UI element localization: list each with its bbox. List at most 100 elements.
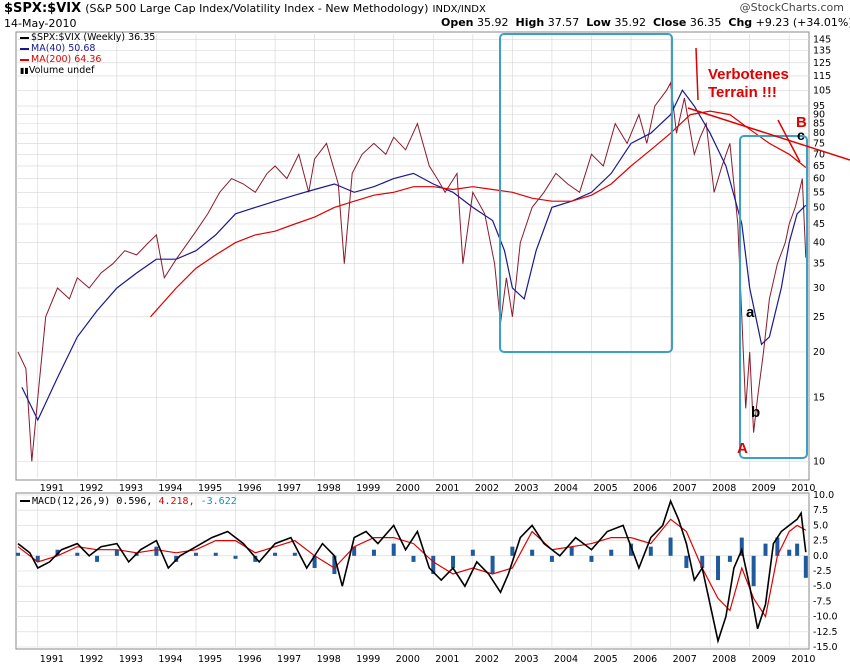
- macd-y-axis: 10.0 7.5 5.0 2.5 0.0 -2.5 -5.0 -7.5 -10.0 -12.5 -1…: [813, 490, 838, 653]
- high-label: High: [515, 16, 545, 29]
- price-y-tick-label: 20: [813, 347, 825, 358]
- macd-histogram-bar: [411, 555, 416, 562]
- close-value: 36.35: [689, 16, 722, 29]
- price-x-tick-label: 2001: [435, 483, 459, 494]
- price-y-tick-label: 55: [813, 187, 825, 198]
- price-y-tick-label: 15: [813, 392, 825, 403]
- macd-histogram-bar: [629, 543, 634, 556]
- macd-histogram-bar: [193, 552, 198, 556]
- macd-x-tick-label: 1997: [277, 654, 301, 665]
- low-value: 35.92: [614, 16, 646, 29]
- macd-legend: MACD(12,26,9) 0.596, 4.218, -3.622: [20, 496, 237, 507]
- annotation-box-2002-2007: [499, 33, 673, 353]
- price-x-tick-label: 2000: [396, 483, 420, 494]
- label-c: c: [797, 127, 805, 143]
- price-x-tick-label: 2004: [554, 483, 578, 494]
- macd-y-tick-label: 10.0: [813, 490, 834, 501]
- verbotenes-line2: Terrain !!!: [708, 84, 777, 101]
- macd-label: MACD(12,26,9): [32, 496, 111, 507]
- price-y-tick-label: 45: [813, 219, 825, 230]
- macd-x-tick-label: 1994: [158, 654, 182, 665]
- price-y-tick-label: 50: [813, 202, 825, 213]
- macd-histogram-bar: [775, 537, 780, 556]
- macd-histogram-bar: [75, 552, 80, 556]
- ma200-series-line: [150, 110, 807, 318]
- price-x-tick-label: 2002: [475, 483, 499, 494]
- legend-volume: ▮▮Volume undef: [20, 65, 155, 76]
- macd-histogram-bar: [739, 537, 744, 556]
- legend-price: $SPX:$VIX (Weekly) 36.35: [20, 32, 155, 43]
- exchange: INDX/INDX: [432, 4, 486, 15]
- macd-histogram-bar: [312, 555, 317, 568]
- price-y-tick-label: 95: [813, 101, 825, 112]
- macd-x-tick-label: 1992: [79, 654, 103, 665]
- legend-swatch-ma40: [20, 47, 29, 50]
- macd-x-tick-label: 2008: [712, 654, 736, 665]
- macd-histogram-bar: [727, 555, 732, 562]
- price-x-tick-label: 2003: [514, 483, 538, 494]
- macd-x-tick-label: 1999: [356, 654, 380, 665]
- price-y-tick-label: 90: [813, 110, 825, 121]
- macd-histogram-bar: [332, 555, 337, 575]
- price-series-line: [17, 81, 807, 462]
- macd-x-tick-label: 1995: [198, 654, 222, 665]
- macd-histogram-bar: [253, 555, 258, 562]
- price-x-tick-label: 1997: [277, 483, 301, 494]
- macd-histogram-bar: [352, 546, 357, 556]
- chg-label: Chg: [728, 16, 753, 29]
- hist-value: -3.622: [200, 496, 237, 507]
- macd-histogram-bar: [213, 552, 218, 556]
- open-label: Open: [441, 16, 474, 29]
- price-x-tick-label: 2005: [593, 483, 617, 494]
- macd-histogram-bar: [787, 549, 792, 556]
- macd-histogram-bar: [609, 549, 614, 556]
- macd-y-tick-label: 7.5: [813, 505, 828, 516]
- macd-x-tick-label: 2003: [514, 654, 538, 665]
- price-x-tick-label: 1991: [40, 483, 64, 494]
- macd-histogram-bar: [668, 537, 673, 556]
- macd-histogram-bar: [431, 555, 436, 575]
- macd-y-tick-label: -7.5: [813, 596, 832, 607]
- label-B: B: [796, 114, 807, 131]
- macd-histogram-bar: [114, 549, 119, 556]
- price-y-tick-label: 60: [813, 174, 825, 185]
- macd-x-tick-label: 1991: [40, 654, 64, 665]
- price-panel-frame: [15, 31, 810, 481]
- price-legend: $SPX:$VIX (Weekly) 36.35 MA(40) 50.68 MA…: [20, 32, 155, 76]
- price-y-tick-label: 125: [813, 58, 831, 69]
- label-A: A: [737, 440, 748, 457]
- macd-series-group: [15, 498, 808, 644]
- macd-y-tick-label: 0.0: [813, 551, 828, 562]
- macd-histogram-bar: [451, 555, 456, 568]
- legend-volume-text: Volume undef: [28, 65, 95, 76]
- macd-histogram-bar: [95, 555, 100, 562]
- macd-histogram-bar: [35, 555, 40, 562]
- ma40-series-line: [21, 89, 807, 422]
- price-x-tick-label: 2006: [633, 483, 657, 494]
- price-x-tick-label: 1999: [356, 483, 380, 494]
- verbotenes-line1: Verbotenes: [708, 66, 789, 83]
- symbol: $SPX:$VIX: [4, 1, 82, 16]
- price-x-tick-label: 1996: [238, 483, 262, 494]
- macd-histogram-bar: [371, 549, 376, 556]
- macd-line: [17, 498, 807, 644]
- macd-y-tick-label: -2.5: [813, 566, 832, 577]
- macd-y-tick-label: -10.0: [813, 612, 838, 623]
- macd-histogram-bar: [292, 552, 297, 556]
- price-x-tick-label: 2010: [791, 483, 815, 494]
- price-x-tick-label: 1994: [158, 483, 182, 494]
- price-y-tick-label: 80: [813, 128, 825, 139]
- price-x-tick-label: 1993: [119, 483, 143, 494]
- legend-price-text: $SPX:$VIX (Weekly) 36.35: [31, 32, 156, 43]
- signal-value: 4.218,: [158, 496, 195, 507]
- chart-title: $SPX:$VIX (S&P 500 Large Cap Index/Volat…: [4, 1, 486, 16]
- red-tick-2007: [695, 47, 699, 101]
- macd-x-tick-label: 2001: [435, 654, 459, 665]
- macd-y-tick-label: -5.0: [813, 581, 832, 592]
- macd-x-tick-label: 2005: [593, 654, 617, 665]
- price-y-tick-label: 105: [813, 85, 831, 96]
- chg-value: +9.23 (+34.01%): [755, 16, 850, 29]
- price-x-tick-label: 1998: [317, 483, 341, 494]
- price-x-tick-label: 1992: [79, 483, 103, 494]
